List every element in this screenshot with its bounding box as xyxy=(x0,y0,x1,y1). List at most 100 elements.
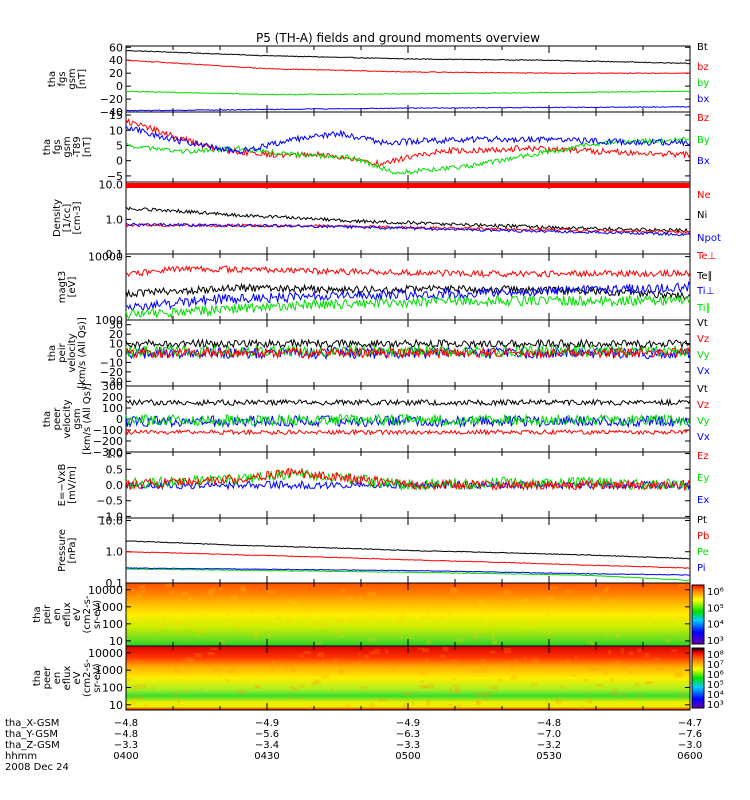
spectrogram-texture xyxy=(252,617,259,619)
spectrogram-texture xyxy=(361,620,366,623)
spectrogram-texture xyxy=(545,702,548,704)
spectrogram-texture xyxy=(639,664,645,668)
spectrogram-texture xyxy=(348,596,352,600)
spectrogram-texture xyxy=(131,702,136,704)
spectrogram-texture xyxy=(603,589,607,592)
spectrogram-texture xyxy=(291,667,296,672)
y-tick-label: 0.5 xyxy=(106,463,124,476)
panel-peir-velocity: 3020100−10−20−30tha peir velocity [km/s (Al… xyxy=(47,317,710,389)
spectrogram-texture xyxy=(630,671,633,674)
y-axis-label: [nT] xyxy=(82,137,93,157)
spectrogram-texture xyxy=(359,597,362,601)
legend-entry: Vt xyxy=(697,384,708,395)
legend-entry: Vz xyxy=(697,334,709,345)
x-axis-row-label: tha_Z-GSM xyxy=(5,740,60,751)
spectrogram-texture xyxy=(491,685,498,689)
spectrogram-texture xyxy=(401,611,404,615)
spectrogram-texture xyxy=(572,674,576,676)
spectrogram-texture xyxy=(423,686,428,688)
panel-frame xyxy=(126,182,690,254)
x-axis-value: −4.7 xyxy=(678,718,702,729)
figure-title: P5 (TH-A) fields and ground moments over… xyxy=(256,31,540,45)
spectrogram-texture xyxy=(318,608,320,611)
spectrogram-texture xyxy=(346,704,350,708)
spectrogram-texture xyxy=(219,587,222,591)
y-axis-label: [km/s (All Qs)] xyxy=(82,383,93,455)
spectrogram-texture xyxy=(624,609,628,612)
spectrogram-texture xyxy=(403,692,411,696)
colorbar-tick-label: 10⁶ xyxy=(707,587,724,598)
spectrogram-texture xyxy=(289,695,295,697)
legend-entry: Ey xyxy=(697,473,709,484)
spectrogram-texture xyxy=(368,592,376,596)
spectrogram-texture xyxy=(588,699,593,704)
spectrogram-texture xyxy=(583,679,588,682)
spectrogram-texture xyxy=(458,632,460,635)
spectrogram-texture xyxy=(511,666,514,671)
spectrogram-texture xyxy=(504,648,511,653)
spectrogram-texture xyxy=(574,655,578,659)
spectrogram-texture xyxy=(649,619,655,621)
spectrogram-texture xyxy=(364,655,369,659)
spectrogram-texture xyxy=(127,678,130,681)
spectrogram-texture xyxy=(638,629,643,632)
spectrogram-texture xyxy=(422,648,429,652)
spectrogram-texture xyxy=(339,671,343,675)
x-axis-value: −4.9 xyxy=(255,718,279,729)
spectrogram-texture xyxy=(484,692,492,696)
spectrogram-texture xyxy=(405,621,411,623)
spectrogram-texture xyxy=(565,660,571,664)
spectrogram-texture xyxy=(270,623,277,625)
y-axis-label: [eV] xyxy=(67,277,78,298)
spectrogram-texture xyxy=(188,624,193,628)
spectrogram-texture xyxy=(231,595,238,599)
spectrogram-texture xyxy=(132,695,135,698)
spectrogram-texture xyxy=(480,610,486,614)
y-tick-label: 10000 xyxy=(88,647,123,660)
spectrogram-texture xyxy=(204,628,210,631)
x-axis-row-label: hhmm xyxy=(5,751,37,762)
spectrogram-texture xyxy=(374,649,380,654)
y-axis-label: [nT] xyxy=(77,69,88,89)
spectrogram-texture xyxy=(338,635,344,637)
spectrogram-texture xyxy=(200,613,207,615)
y-tick-label: 60 xyxy=(109,41,123,54)
spectrogram-texture xyxy=(358,661,362,664)
spectrogram-texture xyxy=(303,616,310,620)
spectrogram-texture xyxy=(131,685,138,690)
spectrogram-texture xyxy=(413,691,417,693)
spectrogram-texture xyxy=(385,649,388,653)
spectrogram-texture xyxy=(439,616,444,620)
spectrogram-texture xyxy=(587,691,590,696)
spectrogram-texture xyxy=(493,640,498,644)
spectrogram-texture xyxy=(653,657,660,661)
spectrogram-texture xyxy=(608,650,611,654)
legend-entry: By xyxy=(697,135,710,146)
spectrogram-texture xyxy=(134,658,137,661)
legend-entry: Bt xyxy=(697,42,708,53)
spectrogram-texture xyxy=(453,684,459,687)
x-axis-value: −7.0 xyxy=(537,729,561,740)
y-tick-label: 0 xyxy=(116,155,123,168)
spectrogram-texture xyxy=(396,621,402,624)
spectrogram-texture xyxy=(405,603,410,607)
spectrogram-texture xyxy=(556,664,559,666)
spectrogram-texture xyxy=(551,597,555,602)
spectrogram-texture xyxy=(592,668,597,671)
spectrogram-texture xyxy=(621,648,624,653)
spectrogram-texture xyxy=(486,665,489,669)
spectrogram-texture xyxy=(228,670,236,673)
spectrogram-texture xyxy=(370,702,374,707)
spectrogram-texture xyxy=(524,629,528,632)
spectrogram-texture xyxy=(272,660,275,665)
spectrogram-texture xyxy=(675,671,682,676)
spectrogram-texture xyxy=(619,693,625,696)
spectrogram-texture xyxy=(286,618,294,622)
spectrogram-texture xyxy=(240,586,245,591)
spectrogram-texture xyxy=(304,651,311,654)
spectrogram-texture xyxy=(550,605,555,607)
spectrogram-texture xyxy=(337,619,343,624)
spectrogram-texture xyxy=(398,615,406,619)
x-axis-value: −4.8 xyxy=(114,729,138,740)
spectrogram-texture xyxy=(315,641,322,645)
